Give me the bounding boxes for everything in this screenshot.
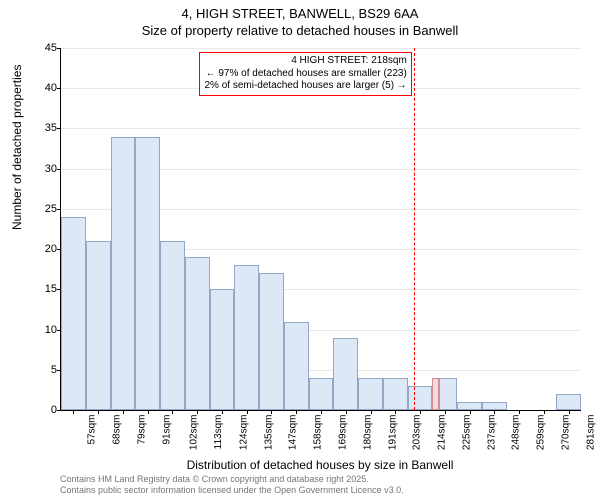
ytick-label: 45 xyxy=(33,42,57,54)
xtick-mark xyxy=(172,410,173,414)
xtick-label: 281sqm xyxy=(585,415,596,451)
xtick-label: 79sqm xyxy=(136,415,147,445)
ytick-mark xyxy=(57,128,61,129)
bar xyxy=(111,137,136,411)
xtick-label: 102sqm xyxy=(189,415,200,451)
attribution-text: Contains HM Land Registry data © Crown c… xyxy=(60,474,404,496)
xtick-label: 259sqm xyxy=(535,415,546,451)
xtick-mark xyxy=(321,410,322,414)
ytick-mark xyxy=(57,88,61,89)
xtick-mark xyxy=(569,410,570,414)
bar xyxy=(439,378,458,410)
xtick-label: 147sqm xyxy=(288,415,299,451)
xtick-label: 248sqm xyxy=(511,415,522,451)
bar xyxy=(309,378,334,410)
bar xyxy=(160,241,185,410)
ytick-mark xyxy=(57,48,61,49)
bar xyxy=(284,322,309,410)
bar xyxy=(383,378,408,410)
chart-title: 4, HIGH STREET, BANWELL, BS29 6AA Size o… xyxy=(0,0,600,40)
x-axis-label: Distribution of detached houses by size … xyxy=(60,458,580,472)
plot-area: 05101520253035404557sqm68sqm79sqm91sqm10… xyxy=(60,48,581,411)
title-line-2: Size of property relative to detached ho… xyxy=(0,23,600,40)
xtick-label: 180sqm xyxy=(362,415,373,451)
ytick-label: 0 xyxy=(33,404,57,416)
xtick-label: 203sqm xyxy=(412,415,423,451)
ytick-label: 5 xyxy=(33,364,57,376)
xtick-mark xyxy=(222,410,223,414)
bar xyxy=(185,257,210,410)
bar xyxy=(556,394,581,410)
xtick-mark xyxy=(98,410,99,414)
xtick-mark xyxy=(123,410,124,414)
bar xyxy=(432,378,457,410)
xtick-label: 91sqm xyxy=(161,415,172,445)
xtick-mark xyxy=(395,410,396,414)
xtick-label: 270sqm xyxy=(560,415,571,451)
xtick-mark xyxy=(371,410,372,414)
xtick-label: 124sqm xyxy=(238,415,249,451)
xtick-label: 225sqm xyxy=(461,415,472,451)
xtick-mark xyxy=(494,410,495,414)
bar xyxy=(482,402,507,410)
ytick-label: 35 xyxy=(33,122,57,134)
ytick-label: 25 xyxy=(33,203,57,215)
xtick-label: 169sqm xyxy=(337,415,348,451)
xtick-label: 158sqm xyxy=(313,415,324,451)
xtick-mark xyxy=(544,410,545,414)
ytick-mark xyxy=(57,209,61,210)
bar xyxy=(234,265,259,410)
attribution-line-1: Contains HM Land Registry data © Crown c… xyxy=(60,474,404,485)
bar xyxy=(135,137,160,411)
bar xyxy=(358,378,383,410)
highlight-line xyxy=(414,48,415,410)
xtick-mark xyxy=(445,410,446,414)
callout-line: 2% of semi-detached houses are larger (5… xyxy=(204,80,406,93)
bar xyxy=(259,273,284,410)
y-axis-label: Number of detached properties xyxy=(10,65,24,230)
xtick-label: 57sqm xyxy=(87,415,98,445)
ytick-mark xyxy=(57,169,61,170)
chart-container: 4, HIGH STREET, BANWELL, BS29 6AA Size o… xyxy=(0,0,600,500)
xtick-mark xyxy=(346,410,347,414)
attribution-line-2: Contains public sector information licen… xyxy=(60,485,404,496)
xtick-mark xyxy=(73,410,74,414)
gridline xyxy=(61,128,581,129)
xtick-mark xyxy=(470,410,471,414)
bar xyxy=(408,386,433,410)
xtick-label: 113sqm xyxy=(213,415,224,450)
bar xyxy=(210,289,235,410)
xtick-mark xyxy=(420,410,421,414)
gridline xyxy=(61,48,581,49)
callout-line: ← 97% of detached houses are smaller (22… xyxy=(204,68,406,81)
xtick-mark xyxy=(296,410,297,414)
xtick-mark xyxy=(148,410,149,414)
title-line-1: 4, HIGH STREET, BANWELL, BS29 6AA xyxy=(0,6,600,23)
xtick-mark xyxy=(519,410,520,414)
ytick-label: 10 xyxy=(33,324,57,336)
bar xyxy=(61,217,86,410)
xtick-mark xyxy=(247,410,248,414)
ytick-label: 40 xyxy=(33,82,57,94)
xtick-label: 214sqm xyxy=(436,415,447,451)
xtick-mark xyxy=(271,410,272,414)
bar xyxy=(333,338,358,410)
ytick-label: 20 xyxy=(33,243,57,255)
callout-line: 4 HIGH STREET: 218sqm xyxy=(204,55,406,68)
bar xyxy=(457,402,482,410)
xtick-mark xyxy=(197,410,198,414)
callout-box: 4 HIGH STREET: 218sqm← 97% of detached h… xyxy=(199,52,411,96)
ytick-mark xyxy=(57,410,61,411)
bar xyxy=(86,241,111,410)
ytick-label: 30 xyxy=(33,163,57,175)
xtick-label: 237sqm xyxy=(486,415,497,451)
xtick-label: 191sqm xyxy=(387,415,398,451)
ytick-label: 15 xyxy=(33,283,57,295)
xtick-label: 135sqm xyxy=(263,415,274,451)
xtick-label: 68sqm xyxy=(112,415,123,445)
